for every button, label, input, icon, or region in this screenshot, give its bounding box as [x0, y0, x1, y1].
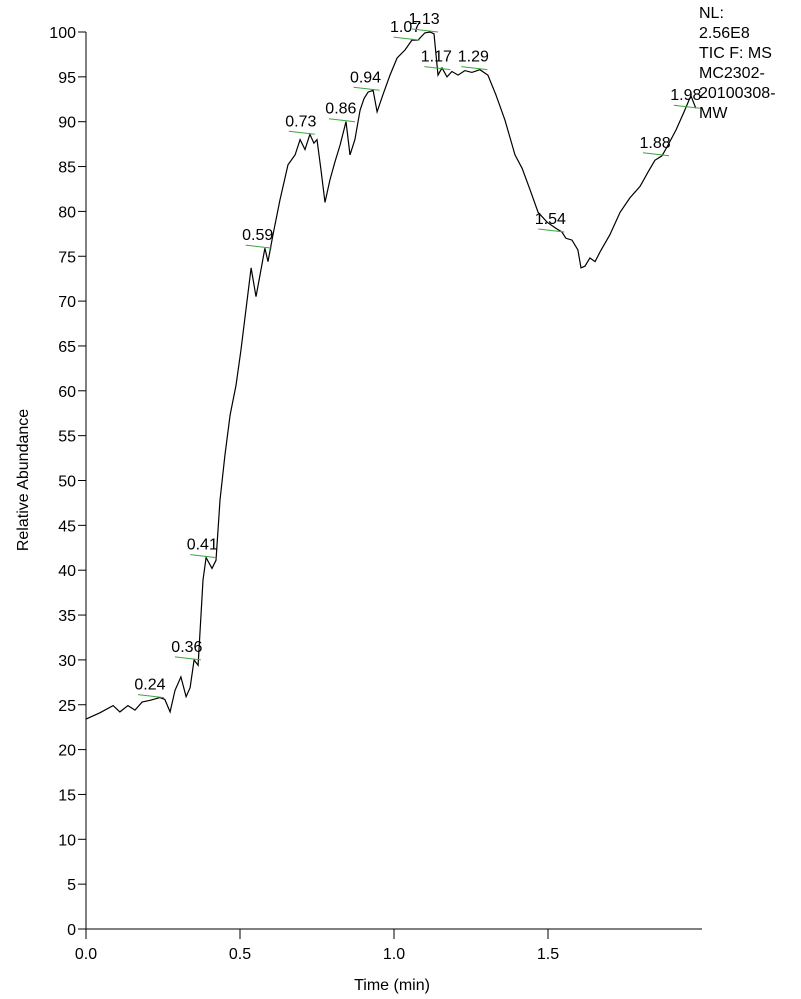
peak-leader — [411, 28, 439, 33]
y-tick-label: 80 — [58, 204, 76, 221]
peak-label: 0.86 — [325, 101, 356, 118]
x-tick-label: 0.5 — [229, 946, 251, 963]
peak-label: 0.59 — [242, 227, 273, 244]
info-text: MW — [699, 105, 728, 122]
peak-label: 0.36 — [171, 639, 202, 656]
y-tick-label: 25 — [58, 698, 76, 715]
peak-label: 0.94 — [350, 69, 381, 86]
y-tick-label: 10 — [58, 832, 76, 849]
peak-leader — [424, 66, 451, 71]
y-tick-label: 0 — [67, 922, 76, 939]
y-tick-label: 40 — [58, 563, 76, 580]
peak-leader — [461, 66, 488, 71]
peak-label: 1.07 — [390, 19, 421, 36]
peak-label: 1.88 — [639, 135, 670, 152]
peak-label: 1.29 — [458, 49, 489, 66]
x-axis-title: Time (min) — [354, 977, 430, 994]
peak-label: 1.98 — [670, 87, 701, 104]
peak-label: 0.73 — [285, 113, 316, 130]
y-tick-label: 55 — [58, 429, 76, 446]
y-tick-label: 95 — [58, 70, 76, 87]
y-tick-label: 35 — [58, 608, 76, 625]
peak-label: 1.17 — [421, 49, 452, 66]
peak-leader — [538, 228, 565, 233]
trace-line — [85, 31, 697, 720]
peak-leader — [137, 694, 164, 699]
y-tick-label: 65 — [58, 339, 76, 356]
y-tick-label: 75 — [58, 249, 76, 266]
y-tick-label: 45 — [58, 518, 76, 535]
peak-leader — [245, 244, 272, 249]
info-text: TIC F: MS — [699, 45, 772, 62]
peak-label: 1.13 — [408, 11, 439, 28]
peak-label: 1.54 — [535, 211, 566, 228]
peak-leader — [353, 86, 380, 91]
y-tick-label: 70 — [58, 294, 76, 311]
peak-label: 0.41 — [187, 537, 218, 554]
info-text: 2.56E8 — [699, 25, 750, 42]
y-tick-label: 20 — [58, 743, 76, 760]
y-tick-label: 30 — [58, 653, 76, 670]
y-tick-label: 100 — [49, 25, 76, 42]
peak-leader — [673, 104, 700, 109]
peak-leader — [393, 36, 420, 41]
y-axis-title: Relative Abundance — [15, 409, 32, 551]
peak-leader — [328, 118, 355, 123]
info-text: NL: — [699, 5, 724, 22]
y-tick-label: 60 — [58, 384, 76, 401]
info-text: MC2302- — [699, 65, 765, 82]
x-tick-label: 1.5 — [537, 946, 559, 963]
info-text: 20100308- — [699, 85, 776, 102]
x-tick-label: 0.0 — [75, 946, 97, 963]
y-tick-label: 15 — [58, 787, 76, 804]
peak-leader — [190, 554, 217, 559]
peak-leader — [642, 152, 670, 157]
x-tick-label: 1.0 — [383, 946, 405, 963]
y-tick-label: 90 — [58, 115, 76, 132]
y-tick-label: 5 — [67, 877, 76, 894]
peak-label: 0.24 — [134, 677, 165, 694]
y-tick-label: 50 — [58, 474, 76, 491]
peak-leader — [288, 130, 315, 135]
y-tick-label: 85 — [58, 160, 76, 177]
peak-leader — [174, 656, 201, 661]
